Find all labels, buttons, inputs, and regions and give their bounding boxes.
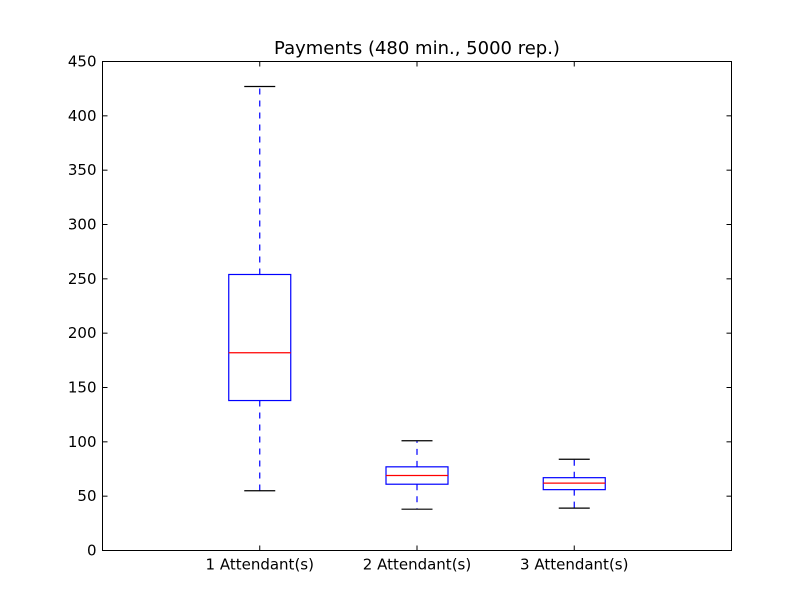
box-group-3	[542, 458, 606, 509]
x-tick-label: 1 Attendant(s)	[206, 556, 314, 574]
y-tick-label: 300	[68, 216, 97, 234]
iqr-box	[228, 273, 292, 402]
y-tick-label: 50	[77, 487, 96, 505]
y-tick-label: 250	[68, 270, 97, 288]
chart-title: Payments (480 min., 5000 rep.)	[274, 38, 560, 59]
y-tick-label: 0	[87, 542, 97, 560]
box-group-2	[385, 440, 449, 510]
y-tick-label: 150	[68, 379, 97, 397]
y-tick-label: 400	[68, 107, 97, 125]
plot-frame	[102, 61, 732, 551]
boxes-layer	[228, 85, 606, 510]
x-tick-label: 3 Attendant(s)	[520, 556, 628, 574]
y-tick-label: 100	[68, 433, 97, 451]
y-tick-label: 350	[68, 161, 97, 179]
y-tick-label: 450	[68, 53, 97, 71]
y-tick-label: 200	[68, 324, 97, 342]
x-tick-label: 2 Attendant(s)	[363, 556, 471, 574]
ticks-layer: 0 50 100 150 200 250 300 350 400 450 1 Attendant(s…	[68, 53, 732, 574]
box-group-1	[228, 85, 292, 492]
